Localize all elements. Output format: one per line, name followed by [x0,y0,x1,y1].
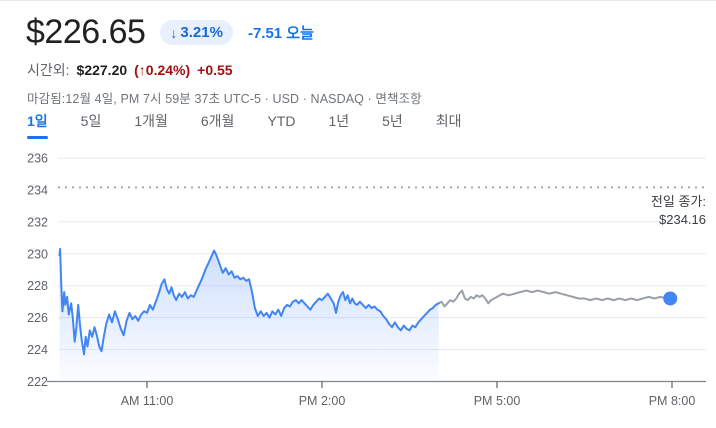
top-divider [0,0,716,1]
tab-label: 1개월 [134,113,168,129]
y-axis-tick-label: 236 [27,152,48,166]
x-axis-tick-label: PM 8:00 [649,394,696,408]
price-chart-svg[interactable]: 236 234 232 230 228 226 224 222 AM 11:00 PM 2:00 P… [0,145,716,428]
tab-max[interactable]: 최대 [436,108,462,139]
market-status-line: 마감됨:12월 4일, PM 7시 59분 37초 UTC-5 · USD · … [27,88,422,107]
tab-label: YTD [267,113,296,129]
regular-hours-area [59,249,439,382]
previous-close-label: 전일 종가: [650,194,706,209]
price-chart[interactable]: 236 234 232 230 228 226 224 222 AM 11:00 PM 2:00 P… [0,145,716,428]
tab-label: 1년 [328,113,350,129]
after-hours-percent: (↑0.24%) [134,62,191,78]
tab-5d[interactable]: 5일 [81,108,102,139]
current-price: $226.65 [26,13,146,51]
y-axis-tick-label: 222 [27,375,48,389]
y-axis-tick-label: 228 [27,279,48,293]
tab-6m[interactable]: 6개월 [201,108,235,139]
tab-1d[interactable]: 1일 [27,108,48,139]
price-header: $226.65 ↓ 3.21% -7.51 오늘 [26,13,314,52]
after-hours-line [437,289,672,308]
range-tabs: 1일 5일 1개월 6개월 YTD 1년 5년 최대 [27,108,462,139]
change-absolute-today: -7.51 오늘 [247,25,314,42]
tab-1y[interactable]: 1년 [328,108,349,139]
y-axis-tick-label: 226 [27,311,48,325]
y-axis-tick-label: 224 [27,343,48,357]
tab-ytd[interactable]: YTD [267,108,295,139]
previous-close-annotation: 전일 종가: $234.16 [651,193,706,229]
x-axis-tick-label: PM 2:00 [299,394,346,408]
latest-price-dot [663,291,678,306]
tab-1m[interactable]: 1개월 [134,108,168,139]
y-axis-tick-label: 234 [27,183,48,197]
tab-label: 5일 [80,113,102,129]
market-status-text: 마감됨:12월 4일, PM 7시 59분 37초 UTC-5 · USD · … [27,92,376,106]
after-hours-price: $227.20 [76,62,128,78]
y-axis-tick-label: 230 [27,247,48,261]
regular-hours-line [58,248,440,356]
x-axis-tick-label: AM 11:00 [121,394,174,408]
tab-label: 최대 [435,113,462,129]
after-hours-label: 시간외: [27,62,70,78]
x-axis-tick-label: PM 5:00 [474,394,521,408]
down-arrow-icon: ↓ [170,24,178,41]
tab-label: 5년 [382,113,403,129]
after-hours-delta: +0.55 [197,62,233,78]
tab-label: 1일 [27,113,48,129]
tab-5y[interactable]: 5년 [382,108,403,139]
change-percent-value: 3.21% [180,24,223,41]
active-tab-indicator [27,136,48,139]
after-hours-row: 시간외: $227.20 (↑0.24%) +0.55 [27,60,233,80]
tab-label: 6개월 [200,113,235,129]
previous-close-value: $234.16 [659,212,706,227]
change-percent-badge: ↓ 3.21% [160,20,233,45]
after-hours-change: (↑0.24%) +0.55 [134,62,232,78]
y-axis-tick-label: 232 [27,215,48,229]
disclaimer-link[interactable]: 면책조항 [375,92,422,106]
